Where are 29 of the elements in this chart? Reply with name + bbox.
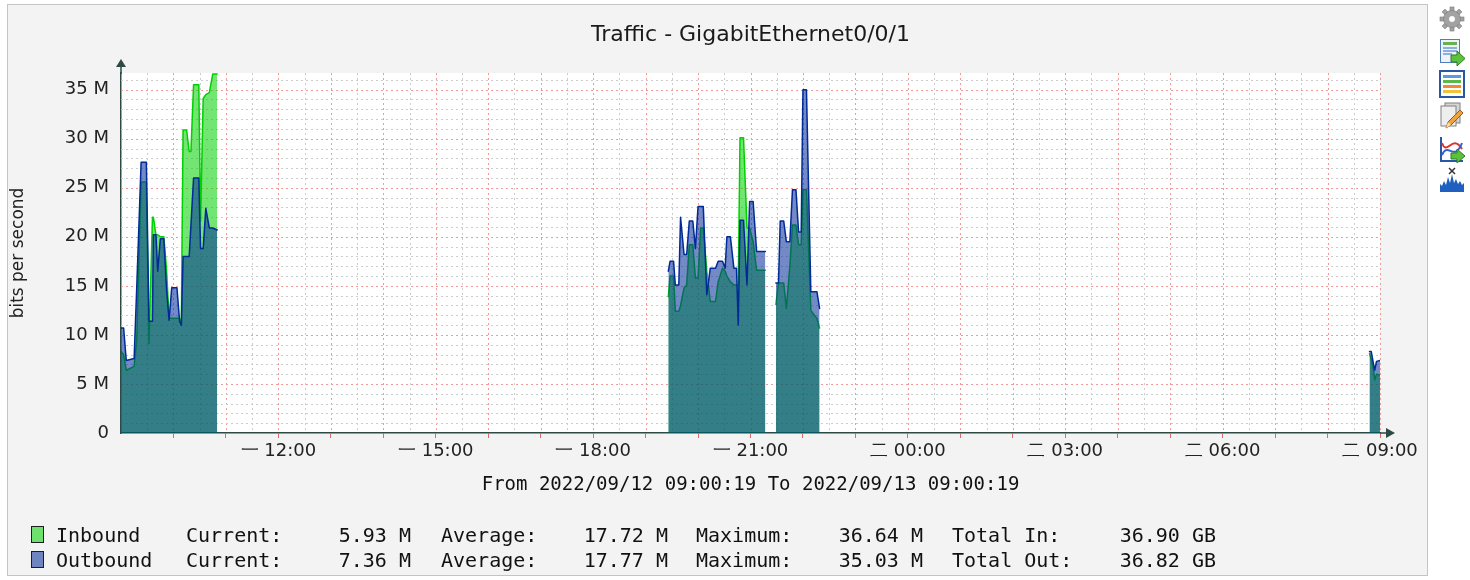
x-tick-label: 二 00:00	[870, 439, 946, 461]
x-tick-label: 一 18:00	[555, 439, 631, 461]
x-tick-label: 一 12:00	[240, 439, 317, 461]
chart-title: Traffic - GigabitEthernet0/0/1	[591, 20, 910, 48]
text: Maximum: 35.03 M	[696, 548, 923, 572]
legend-label: Inbound	[56, 523, 141, 547]
y-tick-label: 35 M	[64, 77, 109, 99]
y-tick-label: 15 M	[64, 273, 109, 295]
text: Average: 17.72 M	[441, 523, 668, 547]
text: Total In: 36.90 GB	[952, 523, 1216, 547]
text: Current: 7.36 M	[186, 548, 411, 572]
y-tick-label: 5 M	[76, 371, 109, 393]
x-tick-label: 一 21:00	[712, 439, 789, 461]
x-tick-label: 二 03:00	[1027, 439, 1104, 461]
text: Current: 5.93 M	[186, 523, 411, 547]
x-tick-label: 二 09:00	[1342, 439, 1418, 461]
y-tick-label: 20 M	[64, 224, 109, 246]
text: Average: 17.77 M	[441, 548, 668, 572]
x-tick-label: 一 15:00	[397, 439, 474, 461]
x-tick-label: 二 06:00	[1184, 439, 1261, 461]
text: Total Out: 36.82 GB	[952, 548, 1216, 572]
y-tick-label: 0	[97, 420, 109, 442]
y-tick-label: 10 M	[64, 322, 109, 344]
y-tick-label: 25 M	[64, 175, 109, 197]
y-tick-label: 30 M	[64, 126, 109, 148]
y-axis-title: bits per second	[6, 187, 27, 319]
text: Maximum: 36.64 M	[696, 523, 923, 547]
x-axis-title: From 2022/09/12 09:00:19 To 2022/09/13 09:00:19	[481, 471, 1020, 494]
legend-label: Outbound	[56, 548, 153, 572]
